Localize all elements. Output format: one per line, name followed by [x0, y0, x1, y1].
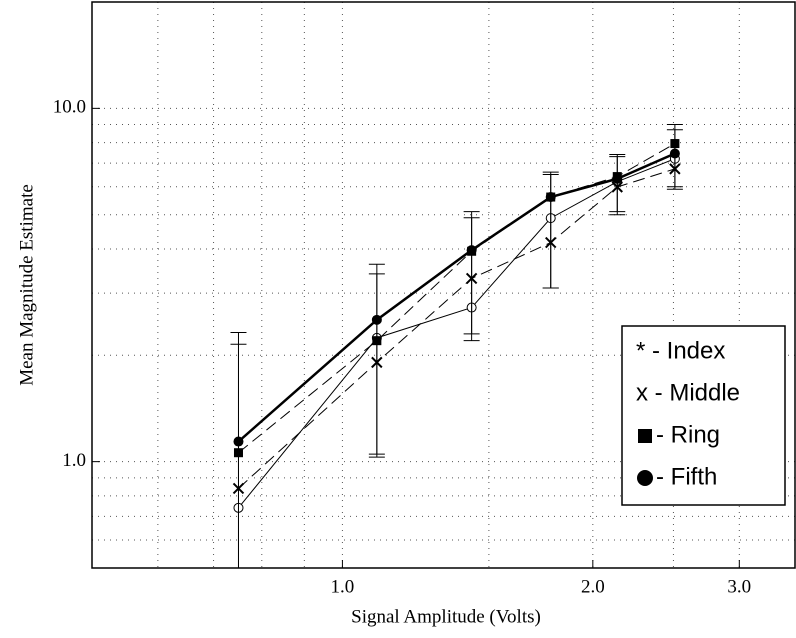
legend-label: x - Middle	[636, 379, 740, 406]
marker	[371, 314, 382, 325]
y-tick-label: 1.0	[62, 450, 86, 471]
x-tick-label: 1.0	[331, 576, 355, 597]
marker	[233, 436, 244, 447]
legend-label: * - Index	[636, 337, 725, 364]
x-tick-label: 2.0	[581, 576, 605, 597]
series-line	[238, 168, 676, 489]
error-bar	[609, 154, 626, 216]
marker	[669, 148, 680, 159]
y-axis-label: Mean Magnitude Estimate	[16, 184, 37, 386]
legend-marker	[638, 429, 652, 443]
marker	[612, 173, 623, 184]
legend-label: - Fifth	[656, 463, 717, 490]
plot-frame	[91, 1, 796, 569]
y-tick-label: 10.0	[53, 97, 86, 118]
series-line	[238, 158, 676, 509]
x-axis-label: Signal Amplitude (Volts)	[351, 606, 541, 627]
error-bar	[463, 211, 480, 335]
legend-label: - Ring	[656, 421, 720, 448]
marker	[466, 245, 477, 256]
x-tick-label: 3.0	[727, 576, 751, 597]
series-line	[237, 152, 676, 443]
error-bar	[542, 171, 559, 289]
marker	[545, 192, 556, 203]
error-bar	[368, 263, 385, 455]
error-bar	[230, 332, 247, 569]
legend-marker	[637, 470, 653, 486]
series-line	[238, 143, 676, 454]
